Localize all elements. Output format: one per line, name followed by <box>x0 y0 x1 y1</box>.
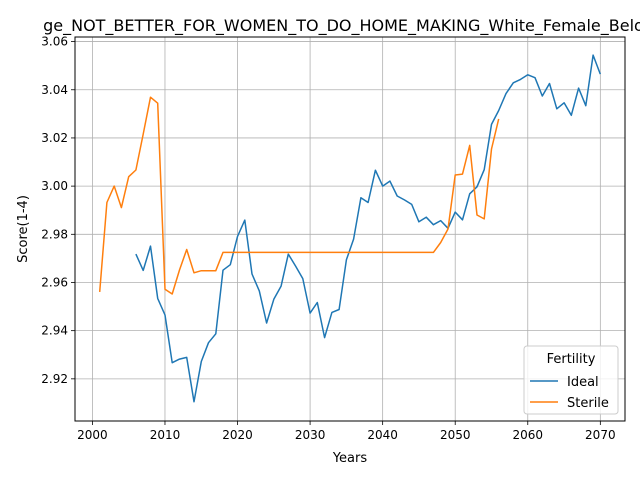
y-tick-label: 3.02 <box>41 131 68 145</box>
x-axis-label: Years <box>332 451 368 466</box>
x-tick-label: 2050 <box>440 428 471 442</box>
y-tick-label: 2.96 <box>41 275 68 289</box>
legend-box <box>523 345 619 415</box>
y-tick-label: 3.00 <box>41 179 68 193</box>
x-tick-label: 2060 <box>512 428 543 442</box>
y-tick-label: 2.94 <box>41 324 68 338</box>
axes-frame <box>74 36 626 422</box>
legend-label-ideal: Ideal <box>567 375 599 390</box>
x-tick-label: 2000 <box>77 428 108 442</box>
legend-title: Fertility <box>547 352 596 367</box>
x-axis-ticks: 2000 2010 2020 2030 2040 2050 2060 2070 <box>77 421 616 442</box>
y-tick-label: 2.92 <box>41 372 68 386</box>
series-line-sterile <box>98 96 500 295</box>
x-tick-label: 2040 <box>367 428 398 442</box>
legend-label-sterile: Sterile <box>567 396 609 411</box>
x-tick-label: 2030 <box>295 428 326 442</box>
x-tick-label: 2070 <box>585 428 616 442</box>
y-tick-label: 3.06 <box>41 35 68 49</box>
x-tick-label: 2020 <box>222 428 253 442</box>
y-axis-label: Score(1-4) <box>16 195 31 263</box>
x-tick-label: 2010 <box>150 428 181 442</box>
series-lines <box>98 54 602 403</box>
chart-title: ge_NOT_BETTER_FOR_WOMEN_TO_DO_HOME_MAKIN… <box>43 16 640 36</box>
grid <box>75 37 625 421</box>
y-tick-label: 3.04 <box>41 83 68 97</box>
y-tick-label: 2.98 <box>41 227 68 241</box>
legend: Fertility Ideal Sterile <box>523 345 619 415</box>
y-axis-ticks: 2.92 2.94 2.96 2.98 3.00 3.02 3.04 3.06 <box>41 35 75 386</box>
series-line-ideal <box>135 54 602 403</box>
